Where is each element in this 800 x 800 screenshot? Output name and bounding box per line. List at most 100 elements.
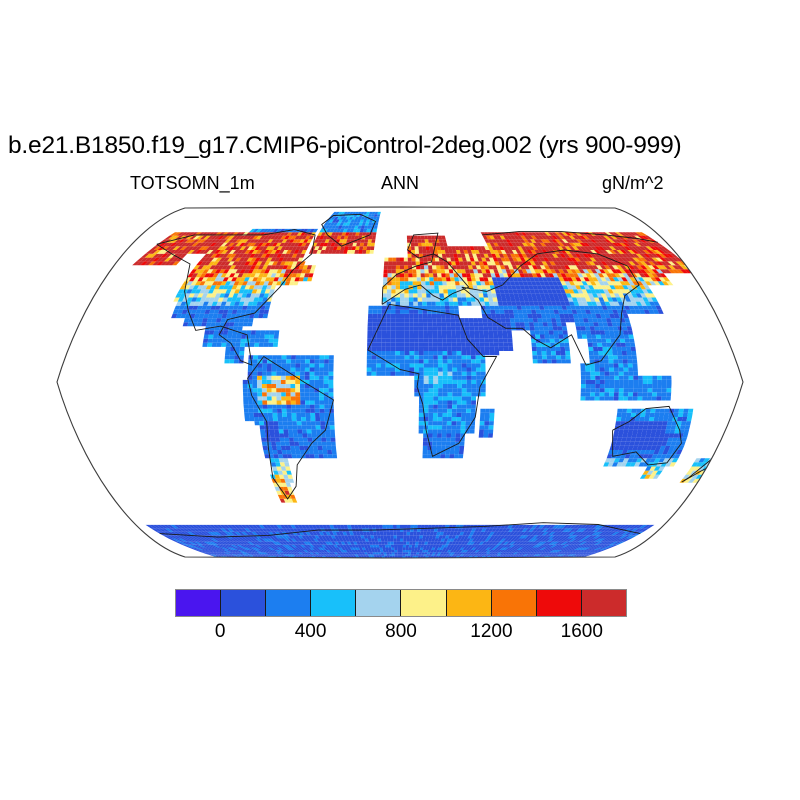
grid-cell xyxy=(325,524,331,529)
grid-cell xyxy=(540,550,549,553)
grid-cell xyxy=(298,531,305,536)
grid-cell xyxy=(424,541,429,545)
grid-cell xyxy=(628,305,635,310)
grid-cell xyxy=(536,552,544,555)
grid-cell xyxy=(585,392,591,397)
grid-cell xyxy=(587,550,597,553)
grid-cell xyxy=(537,550,546,553)
grid-cell xyxy=(591,265,599,270)
grid-cell xyxy=(269,429,275,434)
grid-cell xyxy=(300,547,306,550)
grid-cell xyxy=(449,309,455,314)
grid-cell xyxy=(413,326,419,331)
grid-cell xyxy=(268,541,276,545)
grid-cell xyxy=(440,538,445,542)
grid-cell xyxy=(663,433,670,438)
grid-cell xyxy=(491,550,497,553)
grid-cell xyxy=(438,550,443,553)
grid-cell xyxy=(596,338,602,343)
grid-cell xyxy=(471,555,476,558)
grid-cell xyxy=(438,363,443,368)
grid-cell xyxy=(218,309,224,314)
grid-cell xyxy=(557,541,566,545)
grid-cell xyxy=(483,429,489,434)
grid-cell xyxy=(235,547,244,550)
grid-cell xyxy=(442,346,448,351)
grid-cell xyxy=(593,322,599,327)
grid-cell xyxy=(282,454,288,459)
grid-cell xyxy=(240,552,248,555)
grid-cell xyxy=(425,281,430,286)
grid-cell xyxy=(294,544,301,548)
grid-cell xyxy=(371,541,376,545)
grid-cell xyxy=(280,384,286,389)
grid-cell xyxy=(427,550,432,553)
grid-cell xyxy=(371,524,376,529)
grid-cell xyxy=(415,555,419,558)
grid-cell xyxy=(436,554,441,556)
grid-cell xyxy=(248,408,254,413)
grid-cell xyxy=(630,285,638,290)
grid-cell xyxy=(246,550,254,553)
grid-cell xyxy=(542,269,549,274)
grid-cell xyxy=(386,309,391,314)
grid-cell xyxy=(621,408,628,413)
grid-cell xyxy=(229,273,236,278)
grid-cell xyxy=(589,273,596,278)
grid-cell xyxy=(443,538,449,542)
grid-cell xyxy=(408,544,413,548)
grid-cell xyxy=(200,531,209,536)
grid-cell xyxy=(645,524,655,529)
grid-cell xyxy=(231,338,237,343)
grid-cell xyxy=(212,289,219,294)
grid-cell xyxy=(515,541,522,545)
grid-cell xyxy=(412,277,417,282)
grid-cell xyxy=(531,538,539,542)
grid-cell xyxy=(535,273,542,278)
grid-cell xyxy=(216,273,223,278)
grid-cell xyxy=(569,318,575,323)
grid-cell xyxy=(482,322,488,327)
grid-cell xyxy=(457,528,463,532)
grid-cell xyxy=(236,544,245,548)
grid-cell xyxy=(198,524,207,529)
grid-cell xyxy=(465,273,471,278)
grid-cell xyxy=(203,281,211,286)
grid-cell xyxy=(558,528,566,532)
grid-cell xyxy=(257,396,263,401)
grid-cell xyxy=(574,293,581,298)
grid-cell xyxy=(452,531,458,536)
grid-cell xyxy=(582,550,591,553)
grid-cell xyxy=(531,524,538,529)
grid-cell xyxy=(247,269,254,274)
grid-cell xyxy=(423,544,428,548)
grid-cell xyxy=(597,273,605,278)
grid-cell xyxy=(459,531,465,536)
grid-cell xyxy=(281,408,287,413)
grid-cell xyxy=(564,346,570,351)
grid-cell xyxy=(256,277,263,282)
grid-cell xyxy=(540,554,548,556)
grid-cell xyxy=(666,450,674,455)
grid-cell xyxy=(418,342,424,347)
grid-cell xyxy=(290,277,296,282)
grid-cell xyxy=(435,550,440,553)
grid-cell xyxy=(488,301,495,306)
grid-cell xyxy=(529,326,535,331)
grid-cell xyxy=(450,433,456,438)
grid-cell xyxy=(622,355,628,360)
grid-cell xyxy=(314,454,320,459)
grid-cell xyxy=(459,265,465,270)
grid-cell xyxy=(423,400,429,405)
grid-cell xyxy=(408,269,413,274)
grid-cell xyxy=(425,538,429,542)
grid-cell xyxy=(609,388,615,393)
grid-cell xyxy=(320,421,326,426)
grid-cell xyxy=(294,524,300,529)
grid-cell xyxy=(572,554,580,556)
grid-cell xyxy=(427,541,432,545)
grid-cell xyxy=(424,273,430,278)
grid-cell xyxy=(482,318,488,323)
grid-cell xyxy=(535,554,542,556)
grid-cell xyxy=(450,257,456,262)
